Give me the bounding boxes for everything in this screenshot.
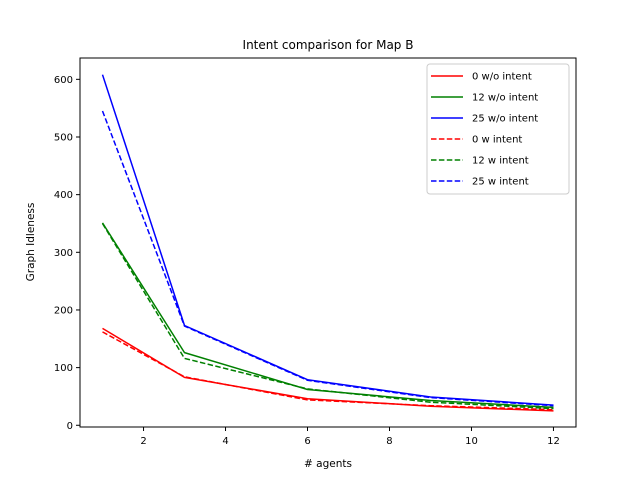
legend: 0 w/o intent 12 w/o intent 25 w/o intent 0 … [426,63,570,195]
x-tick-label: 10 [465,436,478,447]
chart-title: Intent comparison for Map B [243,38,414,52]
y-tick-label: 200 [54,305,73,316]
y-tick-label: 400 [54,190,73,201]
y-tick-label: 600 [54,75,73,86]
x-tick-label: 6 [304,436,310,447]
series-line [101,223,554,410]
x-tick-label: 12 [547,436,560,447]
legend-entry: 0 w intent [472,135,522,146]
legend-entry: 0 w/o intent [472,72,532,83]
x-axis-label: # agents [304,458,352,470]
series-line [102,331,554,411]
legend-entry: 12 w intent [472,156,529,167]
series-layer [101,74,554,412]
y-tick-label: 0 [67,421,73,432]
x-tick-label: 2 [140,436,146,447]
legend-entry: 25 w/o intent [472,114,538,125]
legend-box [426,63,570,195]
y-tick-label: 100 [54,363,73,374]
legend-entry: 25 w intent [472,177,529,188]
y-axis-label: Graph Idleness [25,203,37,282]
y-tick-label: 300 [54,248,73,259]
y-tick-label: 500 [54,132,73,143]
legend-entry: 12 w/o intent [472,93,538,104]
x-tick-label: 8 [386,436,392,447]
ticks-layer: 2 4 6 8 10 12 0 100 200 300 400 500 600 [54,75,560,447]
series-line [101,110,554,407]
x-tick-label: 4 [222,436,228,447]
plot-frame [79,57,577,428]
